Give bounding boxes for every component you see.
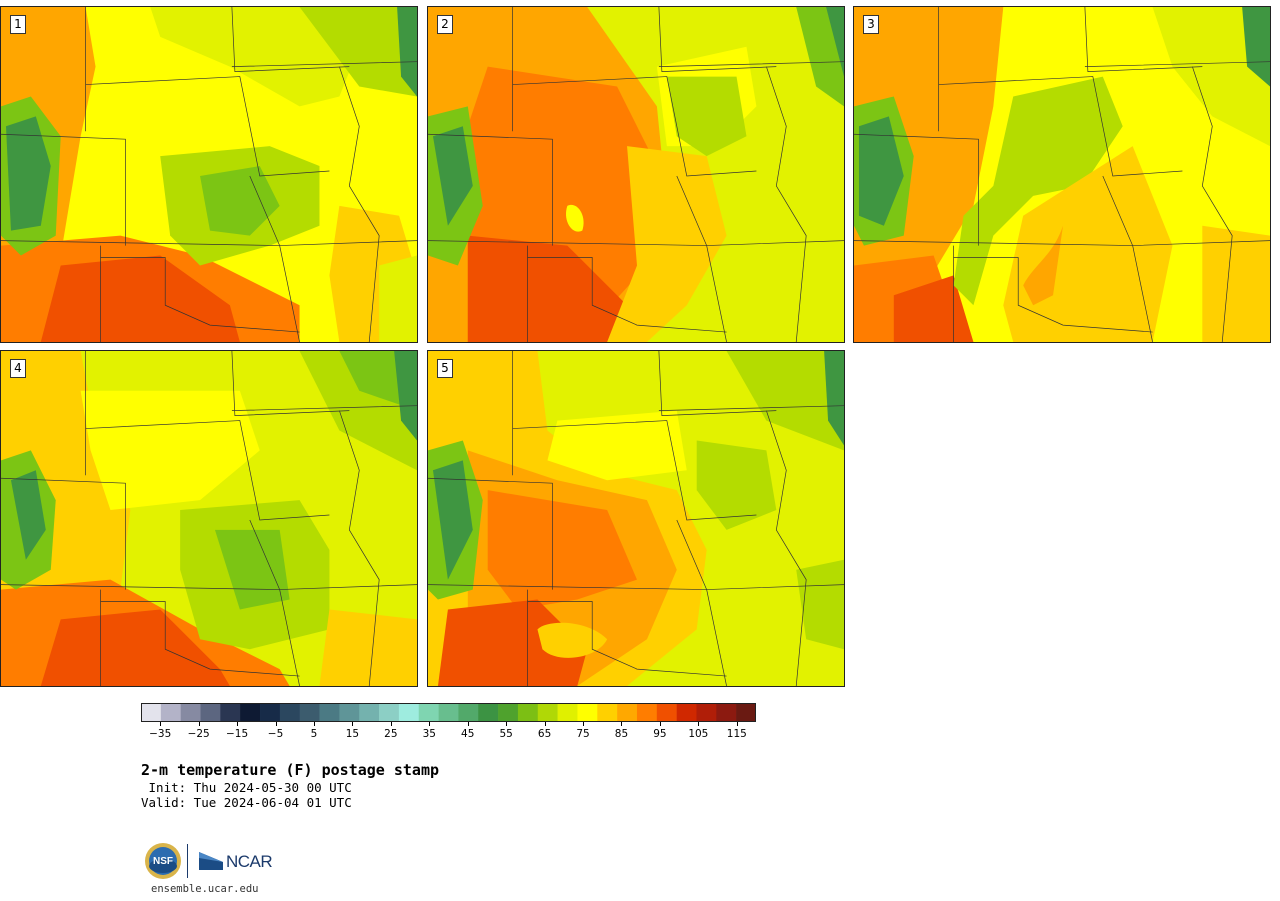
colorbar-tick-label: −5 <box>267 728 284 740</box>
panel-label-4: 4 <box>10 359 26 378</box>
temperature-map-4 <box>1 351 417 686</box>
colorbar-tick-mark <box>237 722 239 726</box>
panel-label-5: 5 <box>437 359 453 378</box>
colorbar-tick-label: 55 <box>499 728 513 740</box>
colorbar-tick-label: −15 <box>226 728 249 740</box>
colorbar-tick-mark <box>352 722 354 726</box>
colorbar-swatch <box>498 703 519 722</box>
forecast-panel-1: 1 <box>0 6 418 343</box>
colorbar-tick-mark <box>621 722 623 726</box>
colorbar-swatch <box>160 703 181 722</box>
svg-text:NSF: NSF <box>153 856 173 867</box>
colorbar-tick-mark <box>506 722 508 726</box>
colorbar-swatch <box>438 703 459 722</box>
colorbar-swatch <box>260 703 281 722</box>
colorbar-swatch <box>299 703 320 722</box>
colorbar-tick-mark <box>698 722 700 726</box>
colorbar-swatch <box>577 703 598 722</box>
colorbar-swatch <box>220 703 241 722</box>
colorbar-swatch <box>379 703 400 722</box>
colorbar-tick-labels: −35 −25 −15 −5 5 15 25 35 45 55 65 75 85 95 105 115 <box>141 722 756 742</box>
colorbar-tick-label: 65 <box>537 728 552 740</box>
figure-title: 2-m temperature (F) postage stamp <box>141 761 440 779</box>
colorbar-tick-mark <box>160 722 162 726</box>
forecast-panel-4: 4 <box>0 350 418 687</box>
panel-label-1: 1 <box>10 15 26 34</box>
colorbar-tick-label: 105 <box>688 728 709 740</box>
temperature-map-2 <box>428 7 844 342</box>
colorbar-swatch <box>597 703 618 722</box>
panel-label-2: 2 <box>437 15 453 34</box>
sponsor-logos: NSF NCAR <box>144 842 279 882</box>
ncar-wordmark: NCAR <box>226 852 273 871</box>
colorbar-tick-mark <box>583 722 585 726</box>
colorbar-border <box>141 703 756 722</box>
colorbar-swatch <box>676 703 697 722</box>
colorbar-tick-label: 115 <box>726 728 747 740</box>
colorbar-tick-mark <box>467 722 469 726</box>
colorbar-swatch <box>656 703 677 722</box>
colorbar-swatch <box>557 703 578 722</box>
colorbar-swatch <box>617 703 638 722</box>
colorbar-swatch <box>636 703 658 722</box>
colorbar-tick-mark <box>736 722 738 726</box>
forecast-panel-2: 2 <box>427 6 845 343</box>
panel-label-3: 3 <box>863 15 879 34</box>
colorbar-swatch <box>458 703 479 722</box>
colorbar-swatch <box>359 703 380 722</box>
colorbar-swatch <box>180 703 201 722</box>
temperature-map-3 <box>854 7 1270 342</box>
colorbar-tick-label: 35 <box>422 728 436 740</box>
temperature-colorbar <box>141 703 756 722</box>
colorbar-swatch <box>200 703 221 722</box>
colorbar-swatch <box>398 703 420 722</box>
colorbar-tick-label: 75 <box>576 728 590 740</box>
colorbar-swatch <box>279 703 301 722</box>
colorbar-tick-label: 5 <box>310 728 318 740</box>
logo-divider <box>187 844 188 878</box>
colorbar-swatch <box>240 703 261 722</box>
forecast-panel-5: 5 <box>427 350 845 687</box>
colorbar-tick-mark <box>313 722 315 726</box>
colorbar-swatch <box>418 703 439 722</box>
temperature-map-1 <box>1 7 417 342</box>
colorbar-swatch <box>716 703 737 722</box>
colorbar-tick-mark <box>275 722 277 726</box>
colorbar-tick-mark <box>429 722 431 726</box>
colorbar-tick-mark <box>390 722 392 726</box>
colorbar-swatch <box>319 703 340 722</box>
colorbar-tick-label: 95 <box>653 728 667 740</box>
nsf-logo-icon: NSF <box>145 843 181 879</box>
colorbar-swatch <box>478 703 499 722</box>
forecast-panel-3: 3 <box>853 6 1271 343</box>
valid-time: Valid: Tue 2024-06-04 01 UTC <box>141 795 352 810</box>
init-time: Init: Thu 2024-05-30 00 UTC <box>141 780 352 795</box>
colorbar-tick-mark <box>198 722 200 726</box>
temperature-map-5 <box>428 351 844 686</box>
colorbar-tick-label: 85 <box>614 728 629 740</box>
colorbar-tick-mark <box>659 722 661 726</box>
colorbar-swatch <box>736 703 756 722</box>
colorbar-tick-label: 15 <box>345 728 360 740</box>
colorbar-tick-mark <box>544 722 546 726</box>
colorbar-swatch <box>537 703 558 722</box>
site-url: ensemble.ucar.edu <box>151 883 259 895</box>
colorbar-swatch <box>696 703 717 722</box>
colorbar-tick-label: 25 <box>384 728 398 740</box>
colorbar-tick-label: −25 <box>187 728 210 740</box>
colorbar-swatch <box>517 703 539 722</box>
colorbar-swatch <box>339 703 360 722</box>
colorbar-tick-label: 45 <box>461 728 475 740</box>
colorbar-swatch <box>141 703 162 722</box>
colorbar-tick-label: −35 <box>149 728 172 740</box>
ncar-logo-icon <box>199 852 223 870</box>
